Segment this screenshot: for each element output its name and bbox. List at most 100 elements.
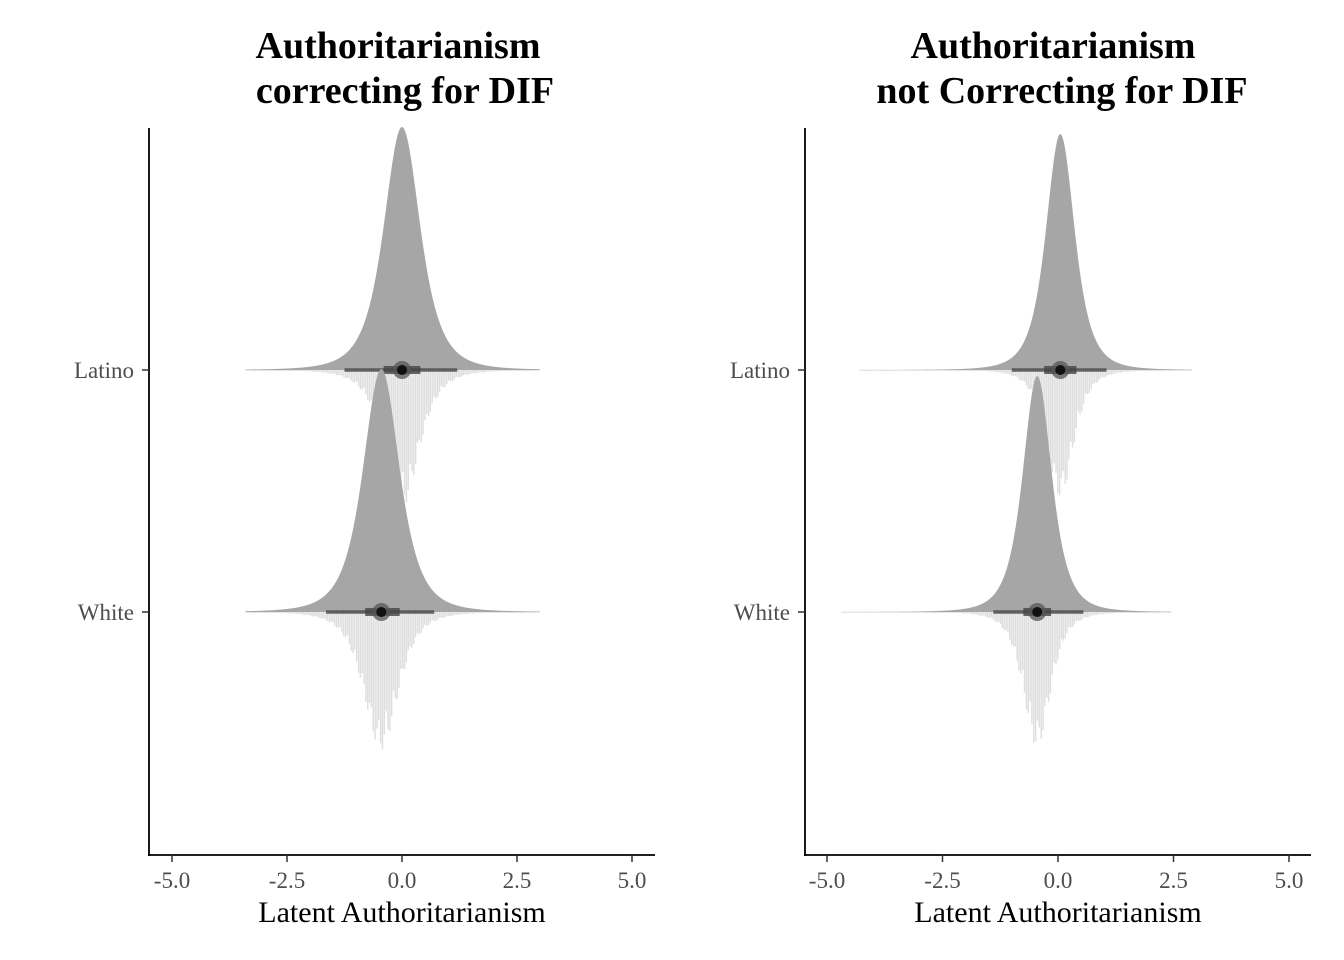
histogram-bar [985,370,987,372]
histogram-bar [446,370,448,385]
histogram-bar [276,612,279,613]
histogram-bar [536,370,538,371]
histogram-bar [350,612,352,651]
histogram-bar [1101,612,1103,615]
histogram-bar [322,612,325,619]
histogram-bar [466,370,468,375]
histogram-bar [479,612,481,614]
x-tick-label: -2.5 [269,868,305,893]
histogram-bar [315,370,317,372]
histogram-bar [350,370,352,381]
histogram-bar [949,612,952,613]
histogram-bar [328,370,330,374]
histogram-bar [372,612,374,732]
histogram-bar [247,612,249,613]
histogram-bar [909,370,911,371]
histogram-bar [933,612,935,613]
histogram-bar [866,612,869,613]
median-point-core [1055,365,1066,375]
histogram-bar [508,612,511,613]
histogram-bar [970,612,972,615]
histogram-bar [992,612,994,620]
histogram-bar [346,370,349,378]
histogram-bar [999,612,1002,624]
histogram-bar [872,370,874,371]
histogram-bar [863,370,865,371]
histogram-bar [356,612,358,661]
histogram-bar [1140,612,1142,613]
histogram-bar [922,370,924,371]
x-tick-label: 0.0 [388,868,417,893]
histogram-bar [1149,370,1151,371]
histogram-bar [378,612,380,721]
histogram-bar [383,612,386,735]
histogram-bar [877,612,880,613]
histogram-bar [911,612,913,613]
histogram-bar [359,612,362,678]
histogram-bar [306,370,308,372]
histogram-bar [1018,612,1020,671]
histogram-bar [1033,370,1035,398]
histogram-bar [1075,612,1078,621]
histogram-bar [392,612,395,691]
histogram-bar [1001,612,1004,628]
histogram-bar [1112,370,1114,375]
histogram-bar [381,612,384,750]
histogram-bar [425,370,428,414]
histogram-bar [273,612,275,613]
histogram-bar [1066,370,1068,480]
histogram-bar [920,612,922,613]
histogram-bar [425,612,428,626]
histogram-bar [1105,370,1107,377]
histogram-bar [864,612,867,613]
y-category-label: Latino [74,358,134,383]
histogram-bar [981,370,983,372]
histogram-bar [968,370,970,371]
histogram-bar [1125,612,1127,613]
histogram-bar [948,370,950,371]
histogram-bar [1119,612,1122,613]
histogram-bar [1158,370,1161,371]
histogram-bar [1095,370,1098,383]
x-tick-label: 5.0 [1275,868,1304,893]
plot-area [245,127,540,750]
histogram-bar [352,370,354,383]
histogram-bar [990,370,992,372]
histogram-bar [446,612,448,617]
histogram-bar [321,612,323,619]
histogram-bar [313,612,316,617]
histogram-bar [271,370,273,371]
histogram-bar [1044,370,1046,435]
histogram-bar [899,370,902,371]
histogram-bar [506,612,509,613]
histogram-bar [313,370,316,372]
histogram-bar [1110,612,1113,614]
histogram-bar [925,370,928,371]
histogram-bar [918,612,920,613]
series-white [245,369,540,750]
histogram-bar [898,370,900,371]
histogram-bar [300,612,303,615]
histogram-bar [1153,370,1155,371]
histogram-bar [1092,370,1094,384]
histogram-bar [457,612,459,615]
histogram-bar [262,612,264,613]
histogram-bar [459,370,461,378]
histogram-bar [315,612,317,617]
histogram-bar [997,370,1000,373]
histogram-bar [538,612,540,613]
histogram-bar [997,612,1000,622]
histogram-bar [390,612,393,717]
histogram-bar [310,370,312,372]
histogram-bar [883,370,885,371]
plot-area [840,134,1192,743]
histogram-bar [1047,612,1050,702]
histogram-bar [905,370,907,371]
histogram-bar [861,370,863,371]
histogram-bar [418,612,420,635]
histogram-bar [311,370,314,372]
histogram-bar [1060,612,1063,640]
histogram-bar [877,370,880,371]
histogram-bar [258,370,260,371]
histogram-bar [490,612,492,613]
